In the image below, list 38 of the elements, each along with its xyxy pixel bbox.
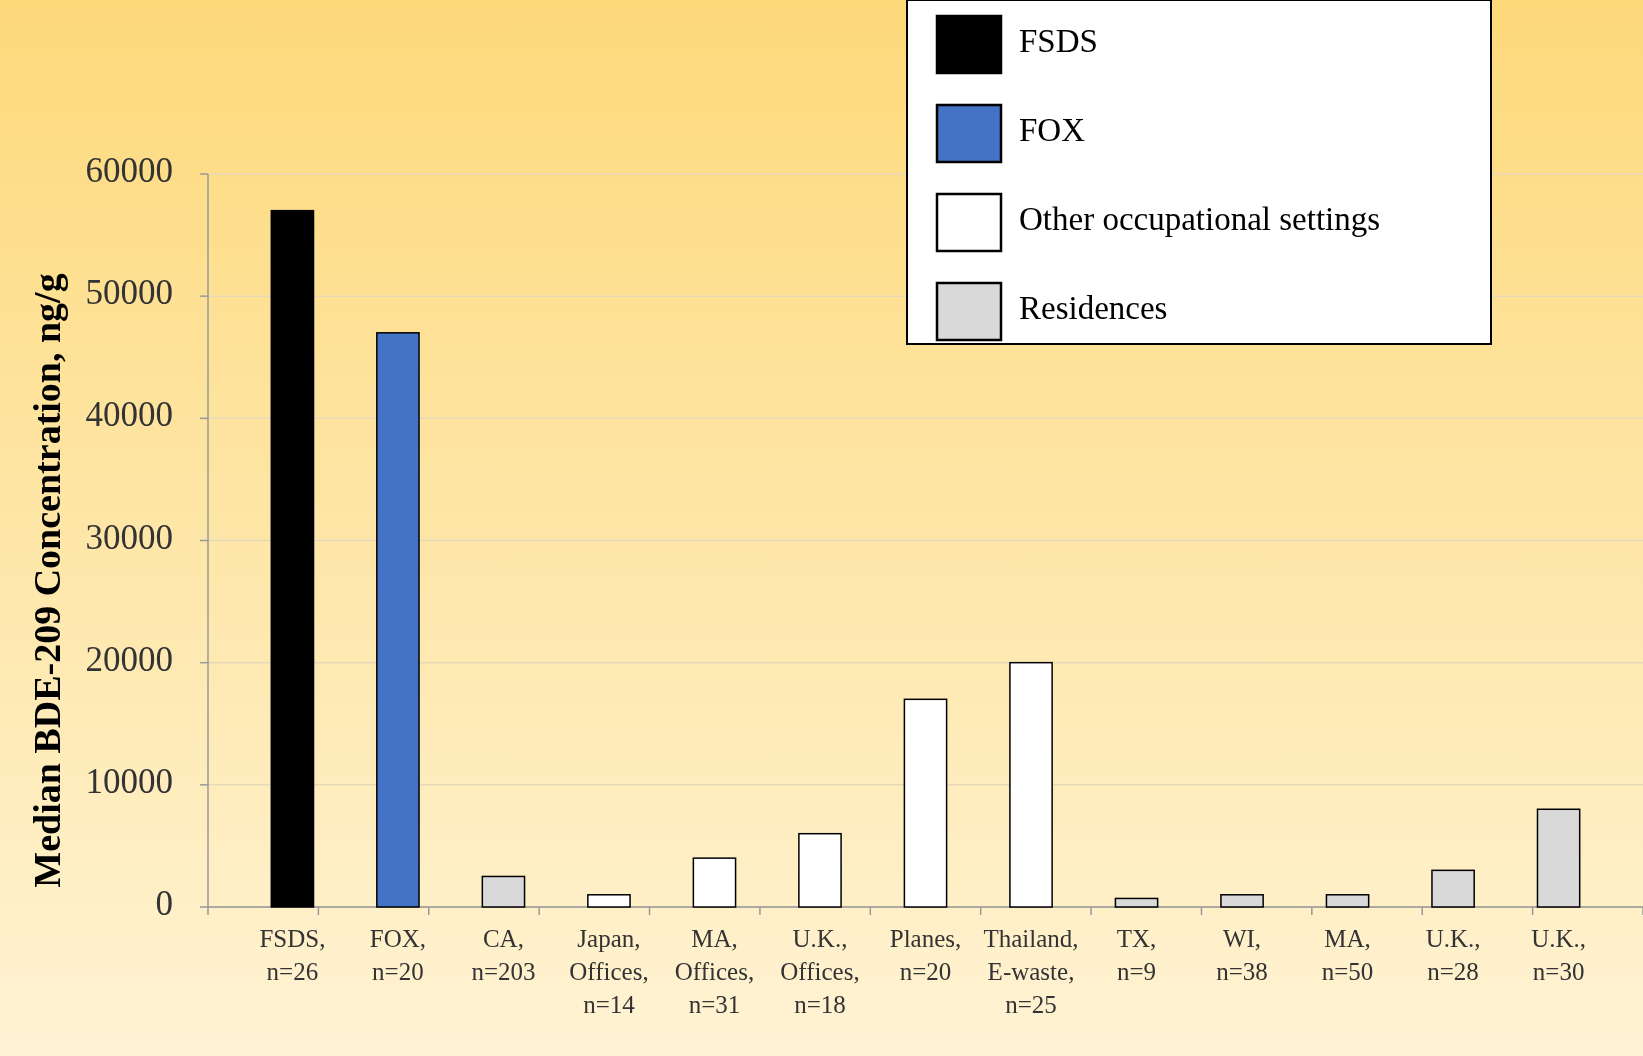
bar [587, 894, 631, 908]
y-tick-label: 20000 [85, 639, 173, 679]
legend-label: Residences [1019, 289, 1168, 326]
x-tick-label: Thailand, E-waste, n=25 [983, 925, 1079, 1018]
bar [798, 832, 842, 908]
x-tick-label: Japan, Offices, n=14 [569, 925, 649, 1018]
y-tick-label: 60000 [85, 151, 173, 191]
bar [1220, 894, 1264, 908]
y-tick-label: 30000 [85, 517, 173, 557]
x-tick-label: FSDS, n=26 [259, 925, 326, 985]
x-tick-label: U.K., n=28 [1425, 925, 1481, 985]
x-tick-label: WI, n=38 [1216, 925, 1268, 985]
y-tick-label: 50000 [85, 273, 173, 313]
legend-label: FSDS [1019, 22, 1098, 59]
x-tick-label: MA, n=50 [1321, 925, 1374, 985]
bar [1325, 894, 1370, 908]
x-tick-label: MA, Offices, n=31 [674, 925, 755, 1018]
x-tick-label: U.K., Offices, n=18 [780, 925, 860, 1018]
x-tick-label: Planes, n=20 [889, 925, 962, 985]
bar [1431, 869, 1475, 908]
y-tick-label: 10000 [85, 761, 173, 801]
y-axis-title: Median BDE-209 Concentration, ng/g [26, 273, 68, 888]
bar [692, 857, 737, 908]
bar [1536, 808, 1581, 908]
y-tick-label: 40000 [85, 395, 173, 435]
bar [376, 332, 420, 908]
bar [1009, 661, 1053, 908]
x-tick-label: FOX, n=20 [369, 925, 427, 985]
y-tick-label: 0 [155, 884, 173, 924]
x-tick-label: CA, n=203 [471, 925, 536, 985]
x-tick-label: U.K., n=30 [1531, 925, 1587, 985]
x-tick-label: TX, n=9 [1116, 925, 1157, 985]
bar [903, 698, 948, 908]
bar [1114, 897, 1159, 908]
bar [270, 209, 315, 908]
legend-label: Other occupational settings [1019, 200, 1381, 237]
legend-label: FOX [1019, 111, 1086, 148]
bar [481, 875, 526, 908]
